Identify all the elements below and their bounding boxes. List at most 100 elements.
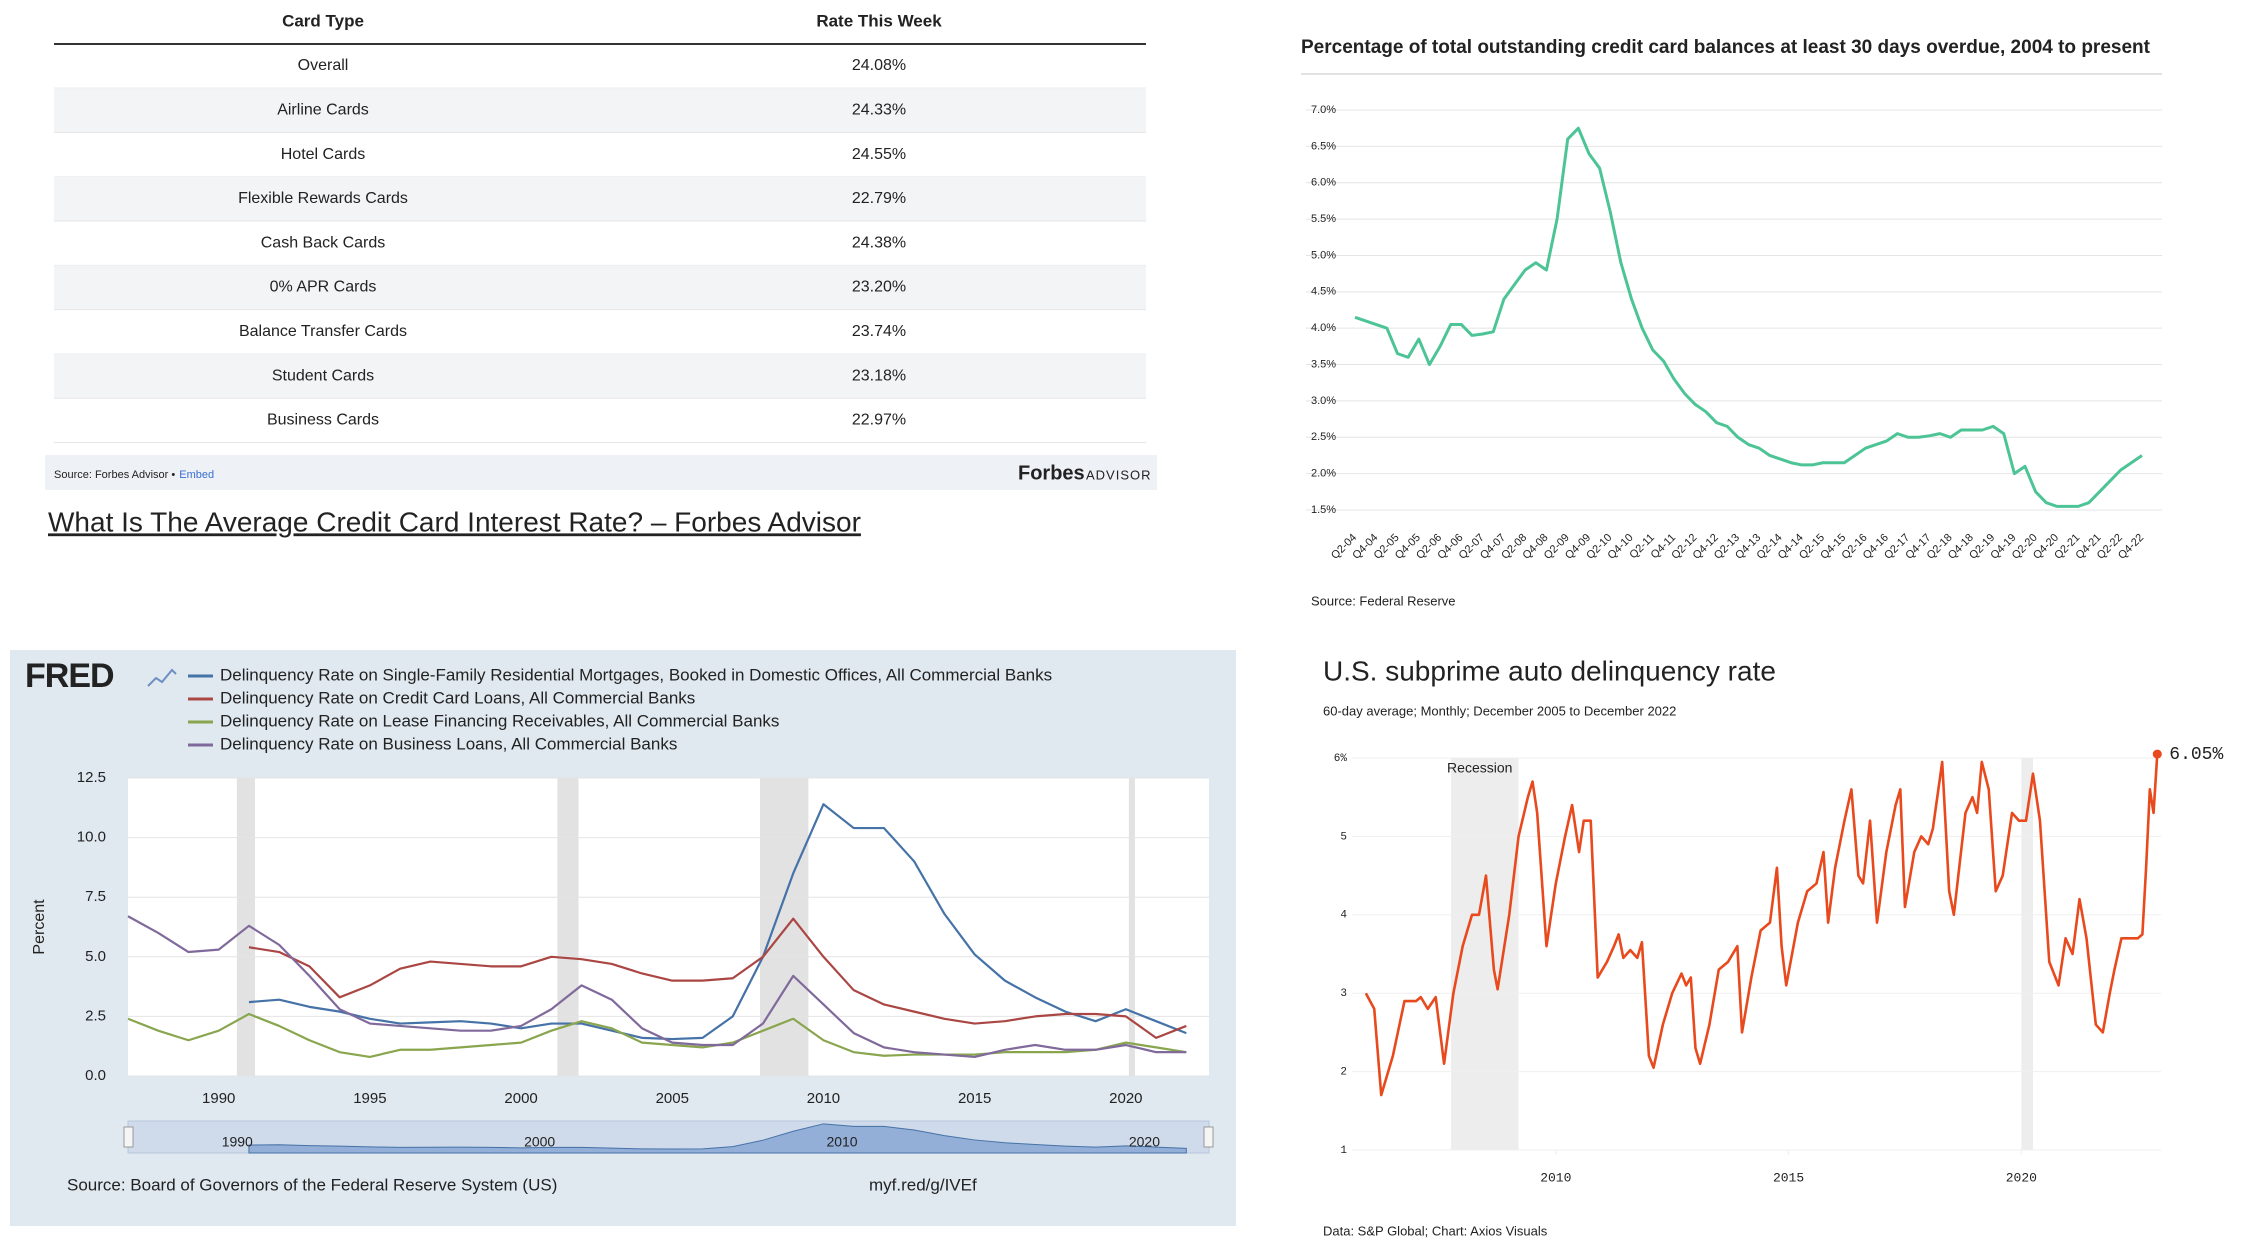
x-tick-label: 1990 <box>202 1090 235 1107</box>
forbes-logo-sub: ADVISOR <box>1086 467 1152 482</box>
end-label: 6.05% <box>2169 745 2223 765</box>
fred-logo: FRED <box>25 657 114 695</box>
table-footer <box>45 455 1157 490</box>
y-tick-label: 2 <box>1340 1067 1347 1079</box>
legend-label: Delinquency Rate on Business Loans, All … <box>220 734 677 753</box>
row-shade <box>54 176 1146 222</box>
table-cell: 0% APR Cards <box>270 279 377 296</box>
fred-logo-icon <box>147 668 177 687</box>
x-tick-label: 2005 <box>656 1090 689 1107</box>
table-cell: Business Cards <box>267 412 379 429</box>
y-tick-label: 6.5% <box>1311 140 1336 152</box>
navigator-label: 2020 <box>1129 1134 1160 1150</box>
y-tick-label: 7.5 <box>85 888 106 905</box>
y-tick-label: 2.5% <box>1311 431 1336 443</box>
chart-source: Source: Board of Governors of the Federa… <box>67 1175 557 1194</box>
table-source: Source: Forbes Advisor • Embed <box>54 469 214 481</box>
y-tick-label: 3 <box>1340 988 1347 1000</box>
series-line <box>127 915 1187 1059</box>
table-cell: 24.55% <box>852 146 906 163</box>
row-shade <box>54 353 1146 399</box>
x-tick-label: 2010 <box>807 1090 840 1107</box>
x-tick-label: 1995 <box>353 1090 386 1107</box>
y-tick-label: 0.0 <box>85 1067 106 1084</box>
article-link[interactable]: What Is The Average Credit Card Interest… <box>48 506 861 537</box>
x-tick-label: 2020 <box>2006 1170 2037 1185</box>
series-line <box>1364 753 2159 1097</box>
chart-subtitle: 60-day average; Monthly; December 2005 t… <box>1323 703 1676 718</box>
table-cell: Overall <box>298 57 349 74</box>
recession-band <box>1128 778 1135 1076</box>
table-cell: 24.38% <box>852 234 906 251</box>
y-axis-label: Percent <box>31 899 48 955</box>
y-tick-label: 7.0% <box>1311 104 1336 116</box>
y-tick-label: 4.5% <box>1311 286 1336 298</box>
x-tick-label: 2015 <box>958 1090 991 1107</box>
legend-label: Delinquency Rate on Single-Family Reside… <box>220 665 1052 684</box>
legend-label: Delinquency Rate on Credit Card Loans, A… <box>220 688 695 707</box>
recession-band <box>557 778 579 1076</box>
table-header: Card Type <box>282 11 364 30</box>
end-point <box>2152 749 2162 759</box>
plot-area <box>128 778 1209 1076</box>
table-header: Rate This Week <box>816 11 942 30</box>
y-tick-label: 10.0 <box>77 829 106 846</box>
navigator-label: 2010 <box>826 1134 857 1150</box>
y-tick-label: 3.5% <box>1311 358 1336 370</box>
y-tick-label: 12.5 <box>77 769 106 786</box>
table-cell: Balance Transfer Cards <box>239 323 407 340</box>
table-cell: Cash Back Cards <box>261 234 386 251</box>
y-tick-label: 1.5% <box>1311 504 1336 516</box>
y-tick-label: 1 <box>1340 1145 1347 1157</box>
x-tick-label: 2015 <box>1773 1170 1804 1185</box>
y-tick-label: 6.0% <box>1311 177 1336 189</box>
table-cell: Flexible Rewards Cards <box>238 190 408 207</box>
table-cell: Student Cards <box>272 367 374 384</box>
y-tick-label: 6% <box>1334 753 1348 765</box>
short-url: myf.red/g/IVEf <box>869 1175 977 1194</box>
table-cell: 23.20% <box>852 279 906 296</box>
series-line <box>248 917 1187 1039</box>
y-tick-label: 2.5 <box>85 1007 106 1024</box>
table-cell: 22.79% <box>852 190 906 207</box>
recession-label: Recession <box>1447 760 1512 776</box>
table-cell: 24.33% <box>852 102 906 119</box>
y-tick-label: 4.0% <box>1311 322 1336 334</box>
x-tick-label: 2020 <box>1109 1090 1142 1107</box>
navigator-label: 2000 <box>524 1134 555 1150</box>
row-shade <box>54 265 1146 310</box>
table-cell: Airline Cards <box>277 102 369 119</box>
table-cell: 23.74% <box>852 323 906 340</box>
forbes-logo: Forbes <box>1018 462 1085 484</box>
navigator-area <box>248 1123 1187 1154</box>
legend-label: Delinquency Rate on Lease Financing Rece… <box>220 711 779 730</box>
y-tick-label: 3.0% <box>1311 395 1336 407</box>
y-tick-label: 2.0% <box>1311 468 1336 480</box>
series-line <box>1354 126 2143 508</box>
recession-band <box>2021 758 2033 1150</box>
table-cell: Hotel Cards <box>281 146 365 163</box>
navigator-handle[interactable] <box>123 1126 134 1148</box>
navigator-label: 1990 <box>222 1134 253 1150</box>
table-cell: 23.18% <box>852 367 906 384</box>
embed-link[interactable]: Embed <box>179 469 214 481</box>
chart-source: Data: S&P Global; Chart: Axios Visuals <box>1323 1223 1548 1238</box>
y-tick-label: 5 <box>1340 831 1347 843</box>
series-line <box>248 803 1187 1041</box>
chart-source: Source: Federal Reserve <box>1311 593 1456 608</box>
x-tick-label: 2010 <box>1540 1170 1571 1185</box>
y-tick-label: 5.5% <box>1311 213 1336 225</box>
y-tick-label: 4 <box>1340 910 1347 922</box>
table-cell: 22.97% <box>852 412 906 429</box>
navigator-handle[interactable] <box>1203 1126 1214 1148</box>
chart-title: U.S. subprime auto delinquency rate <box>1323 655 1776 686</box>
series-line <box>127 1012 1187 1059</box>
table-cell: 24.08% <box>852 57 906 74</box>
y-tick-label: 5.0 <box>85 948 106 965</box>
chart-title: Percentage of total outstanding credit c… <box>1301 37 2151 58</box>
x-tick-label: 2000 <box>504 1090 537 1107</box>
source-text: Source: Forbes Advisor • <box>54 469 175 481</box>
row-shade <box>54 88 1146 133</box>
